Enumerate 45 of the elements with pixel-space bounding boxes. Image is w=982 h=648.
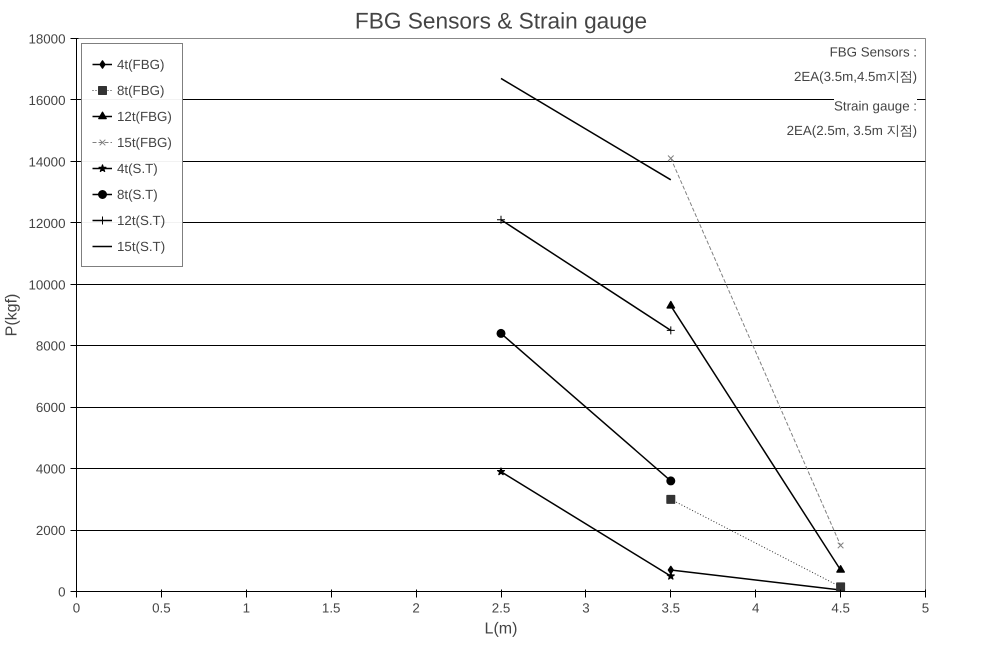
x-tick-label: 5 [922,600,930,616]
x-tick-label: 1 [242,600,250,616]
point [496,215,506,224]
y-tick-label: 12000 [28,216,66,231]
point [496,467,506,476]
annotation: 2EA(2.5m, 3.5m 지점) [786,122,918,138]
x-tick-label: 1.5 [322,600,340,616]
x-tick-label: 0 [72,600,80,616]
y-tick-label: 0 [58,584,66,600]
legend-label: 15t(S.T) [117,238,166,254]
y-tick-label: 2000 [36,523,66,538]
chart-title: FBG Sensors & Strain gauge [354,8,648,34]
point [666,476,676,486]
y-tick-label: 14000 [28,154,66,170]
x-tick-label: 4.5 [831,600,850,616]
legend-label: 8t(FBG) [117,82,164,98]
x-tick-label: 2.5 [492,600,510,616]
x-tick-label: 4 [752,600,760,616]
y-tick-label: 10000 [28,277,66,292]
point [836,582,846,592]
annotation: FBG Sensors : [830,44,918,60]
y-axis-title: P(kgf) [3,294,20,336]
y-tick-label: 18000 [28,32,66,46]
annotation: 2EA(3.5m,4.5m지점) [794,69,918,84]
legend-label: 8t(S.T) [117,186,158,202]
y-tick-label: 16000 [28,92,66,108]
point [837,542,844,549]
annotation: Strain gauge : [834,98,918,114]
legend-label: 15t(FBG) [117,134,172,150]
x-axis-title: L(m) [484,620,518,638]
point [667,154,674,162]
x-tick-label: 3 [582,600,590,616]
y-tick-label: 6000 [36,400,66,416]
point [666,494,676,504]
point [666,326,676,335]
legend-label: 12t(FBG) [117,108,172,124]
x-tick-label: 0.5 [152,600,171,616]
point [496,328,506,338]
x-tick-label: 2 [412,600,420,616]
y-tick-label: 4000 [36,462,66,477]
legend-label: 4t(FBG) [117,56,164,72]
legend-label: 4t(S.T) [117,160,158,176]
legend-label: 12t(S.T) [117,212,166,228]
x-tick-label: 3.5 [662,600,680,616]
y-tick-label: 8000 [36,338,66,354]
